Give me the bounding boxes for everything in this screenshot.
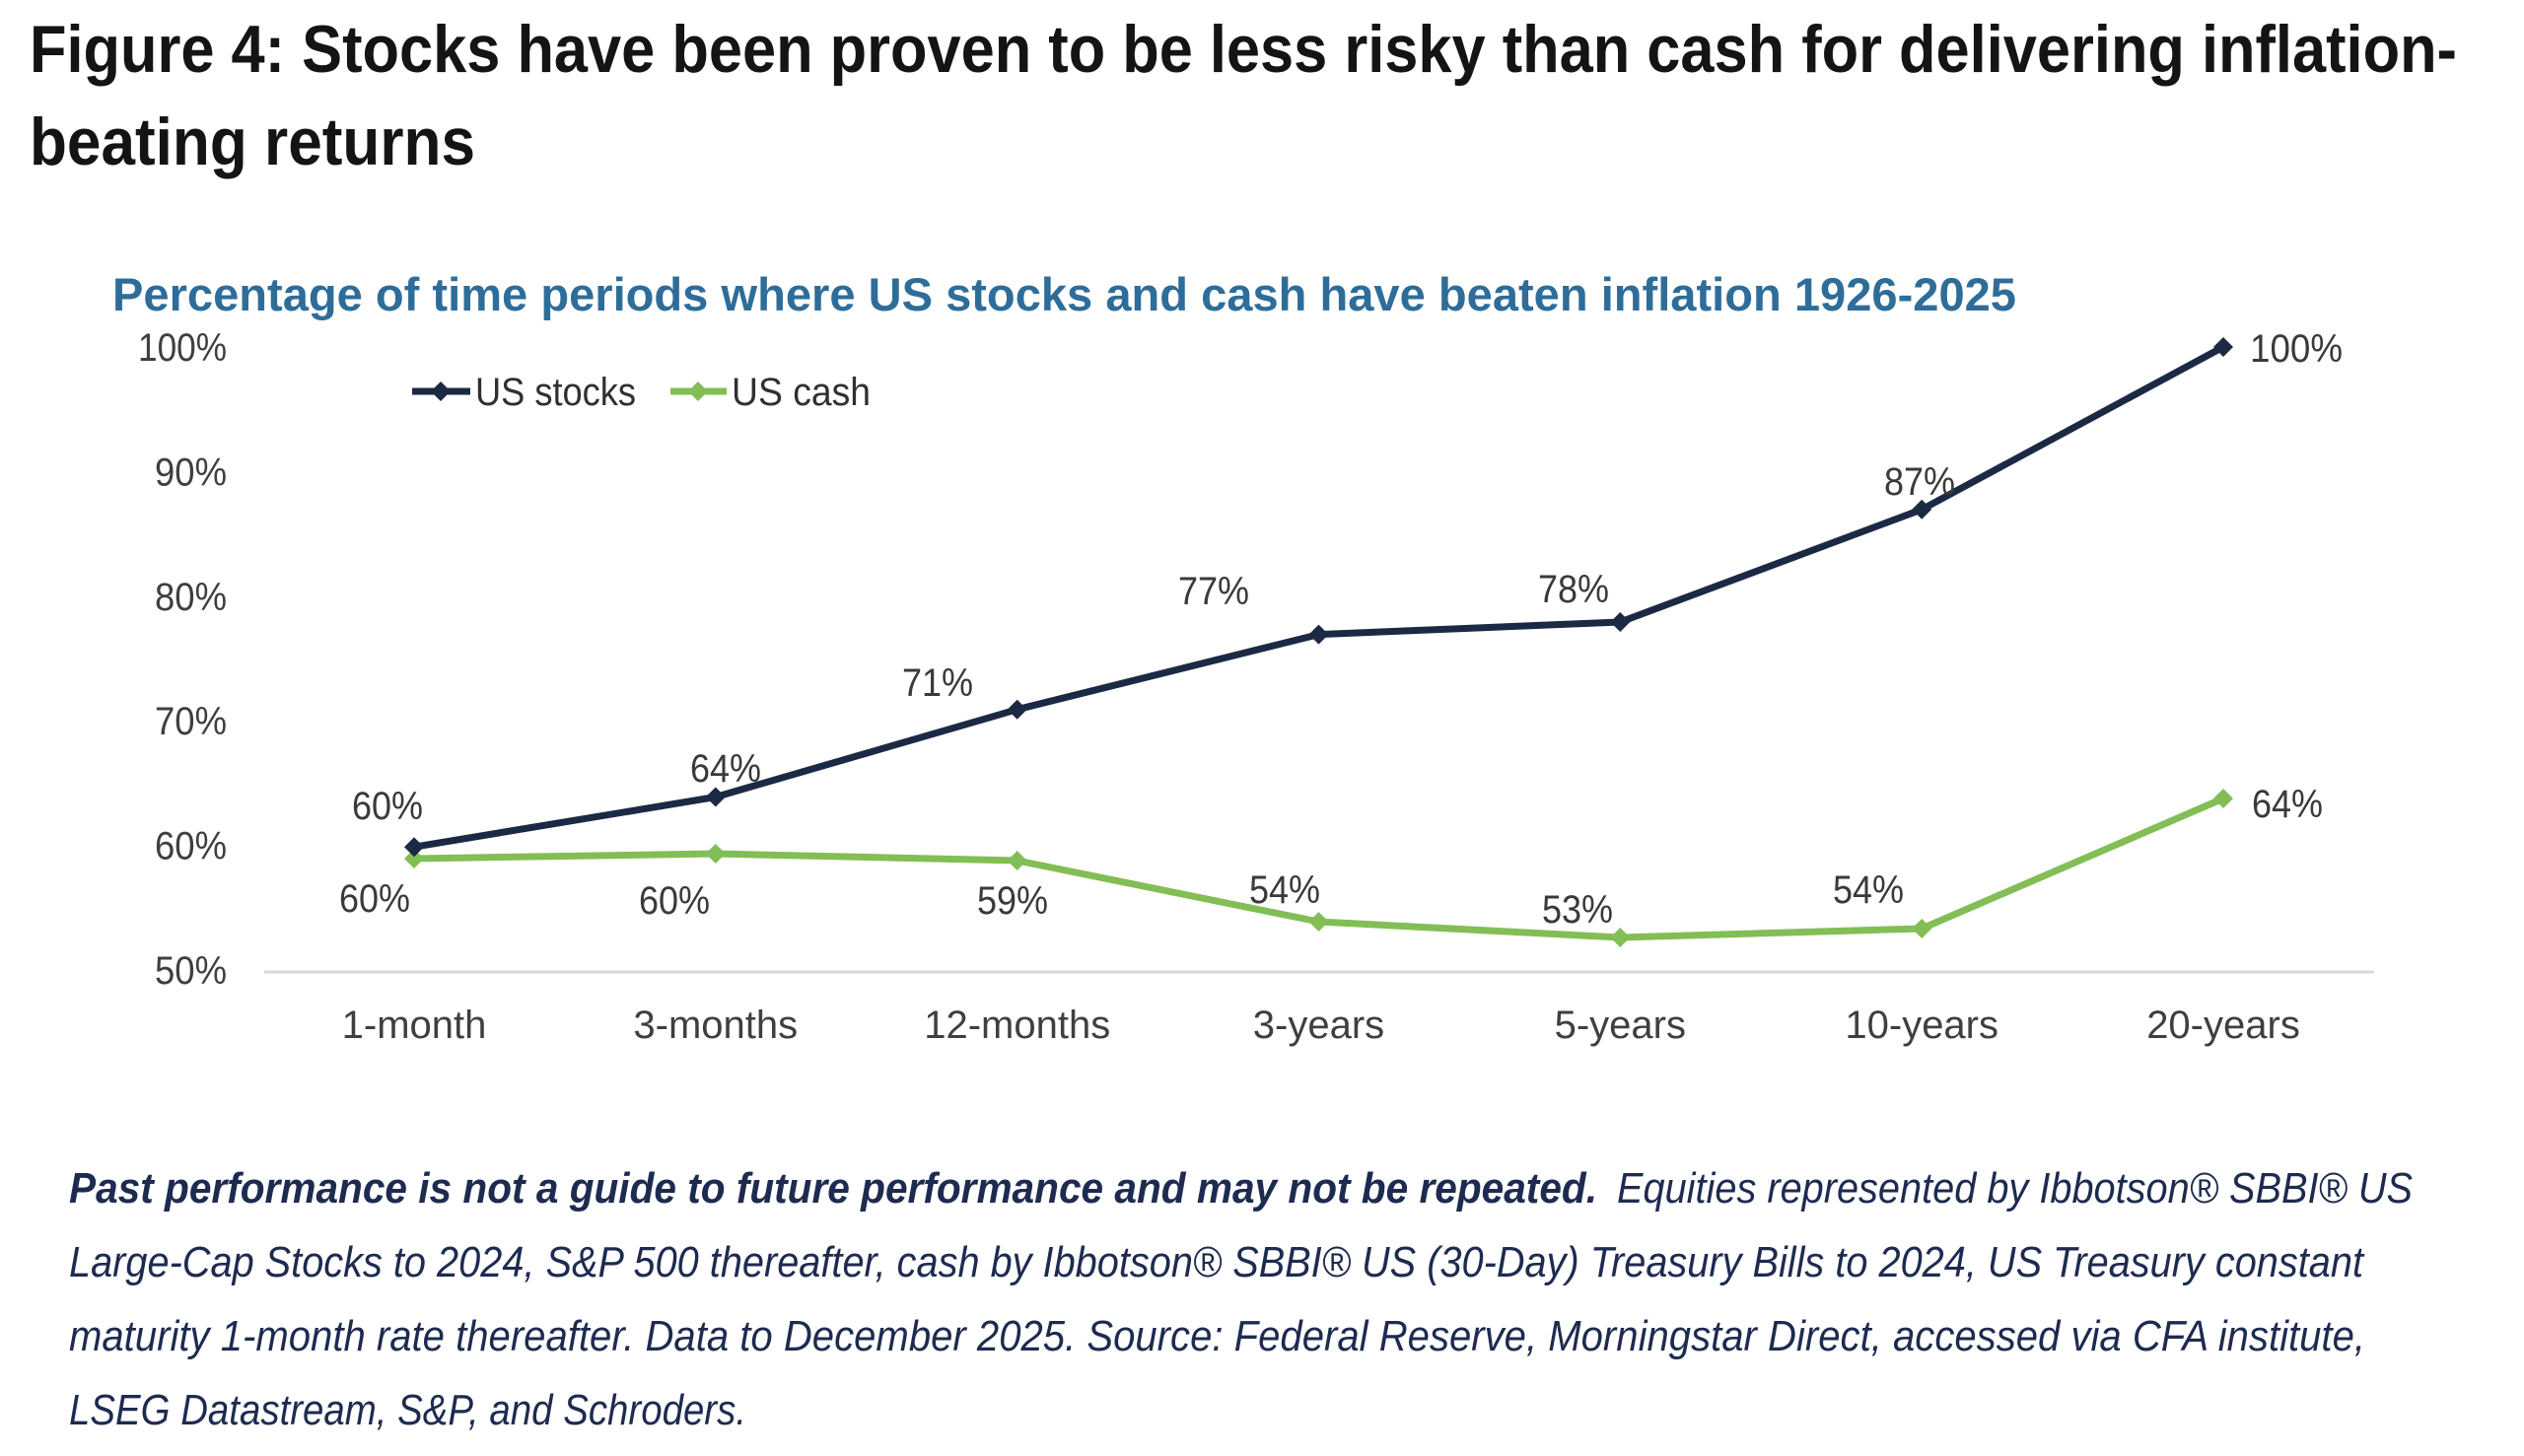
svg-text:Figure 4: Stocks have been pro: Figure 4: Stocks have been proven to be … <box>30 12 2457 87</box>
svg-text:59%: 59% <box>977 879 1048 923</box>
svg-text:71%: 71% <box>902 661 973 705</box>
svg-text:64%: 64% <box>2252 783 2323 826</box>
svg-text:77%: 77% <box>1178 570 1249 613</box>
svg-text:Past performance is not a guid: Past performance is not a guide to futur… <box>69 1164 2413 1213</box>
svg-text:3-months: 3-months <box>633 1004 798 1047</box>
svg-text:90%: 90% <box>155 451 227 494</box>
svg-text:US stocks: US stocks <box>475 371 636 414</box>
svg-text:LSEG Datastream, S&P, and Schr: LSEG Datastream, S&P, and Schroders. <box>69 1386 746 1434</box>
svg-text:53%: 53% <box>1542 888 1613 932</box>
svg-text:54%: 54% <box>1249 868 1320 912</box>
svg-text:78%: 78% <box>1538 568 1609 611</box>
svg-text:Percentage of time periods whe: Percentage of time periods where US stoc… <box>112 268 2016 320</box>
svg-text:60%: 60% <box>339 877 410 921</box>
svg-text:20-years: 20-years <box>2146 1004 2300 1047</box>
svg-text:87%: 87% <box>1884 460 1955 504</box>
svg-text:80%: 80% <box>155 576 227 619</box>
svg-text:12-months: 12-months <box>924 1004 1110 1047</box>
svg-text:60%: 60% <box>639 879 710 923</box>
svg-text:60%: 60% <box>155 825 227 868</box>
svg-text:50%: 50% <box>155 949 227 993</box>
svg-text:64%: 64% <box>690 747 761 791</box>
svg-text:10-years: 10-years <box>1845 1004 1998 1047</box>
svg-text:1-month: 1-month <box>342 1004 487 1047</box>
svg-text:70%: 70% <box>155 700 227 743</box>
svg-text:3-years: 3-years <box>1253 1004 1384 1047</box>
svg-text:54%: 54% <box>1833 868 1904 912</box>
svg-text:beating returns: beating returns <box>30 104 475 179</box>
svg-text:100%: 100% <box>2250 327 2343 371</box>
svg-text:5-years: 5-years <box>1555 1004 1686 1047</box>
svg-text:US cash: US cash <box>732 371 871 414</box>
svg-text:maturity 1-month rate thereaft: maturity 1-month rate thereafter. Data t… <box>69 1312 2365 1360</box>
svg-text:60%: 60% <box>352 785 423 828</box>
svg-text:Large-Cap Stocks to 2024, S&P: Large-Cap Stocks to 2024, S&P 500 therea… <box>69 1238 2365 1286</box>
svg-text:100%: 100% <box>138 326 227 370</box>
